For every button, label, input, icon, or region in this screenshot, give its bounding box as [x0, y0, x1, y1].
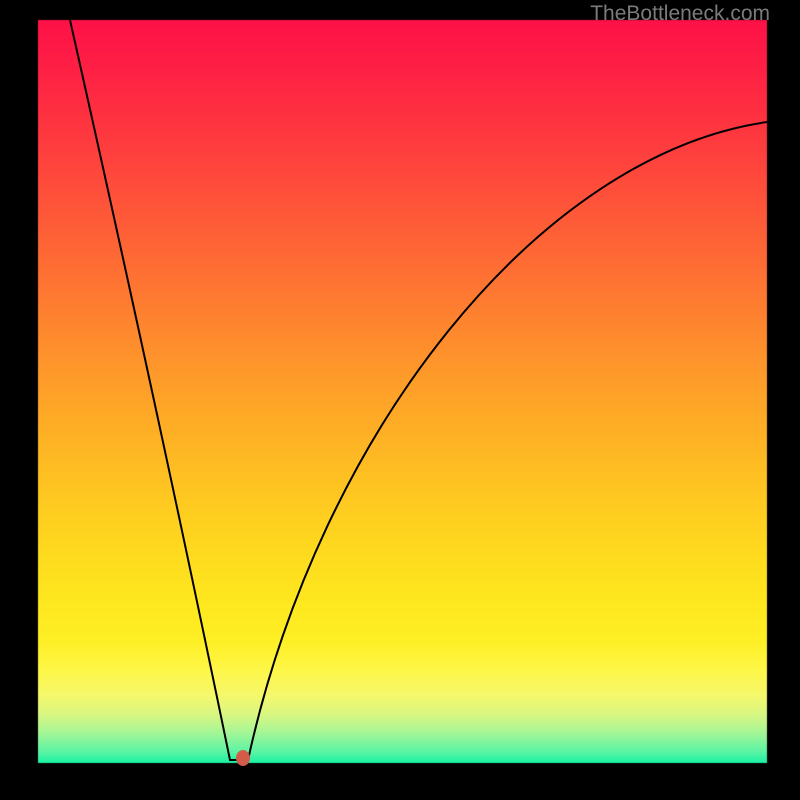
chart-container: TheBottleneck.com	[0, 0, 800, 800]
watermark-text: TheBottleneck.com	[590, 2, 770, 26]
gradient-background	[0, 0, 800, 800]
